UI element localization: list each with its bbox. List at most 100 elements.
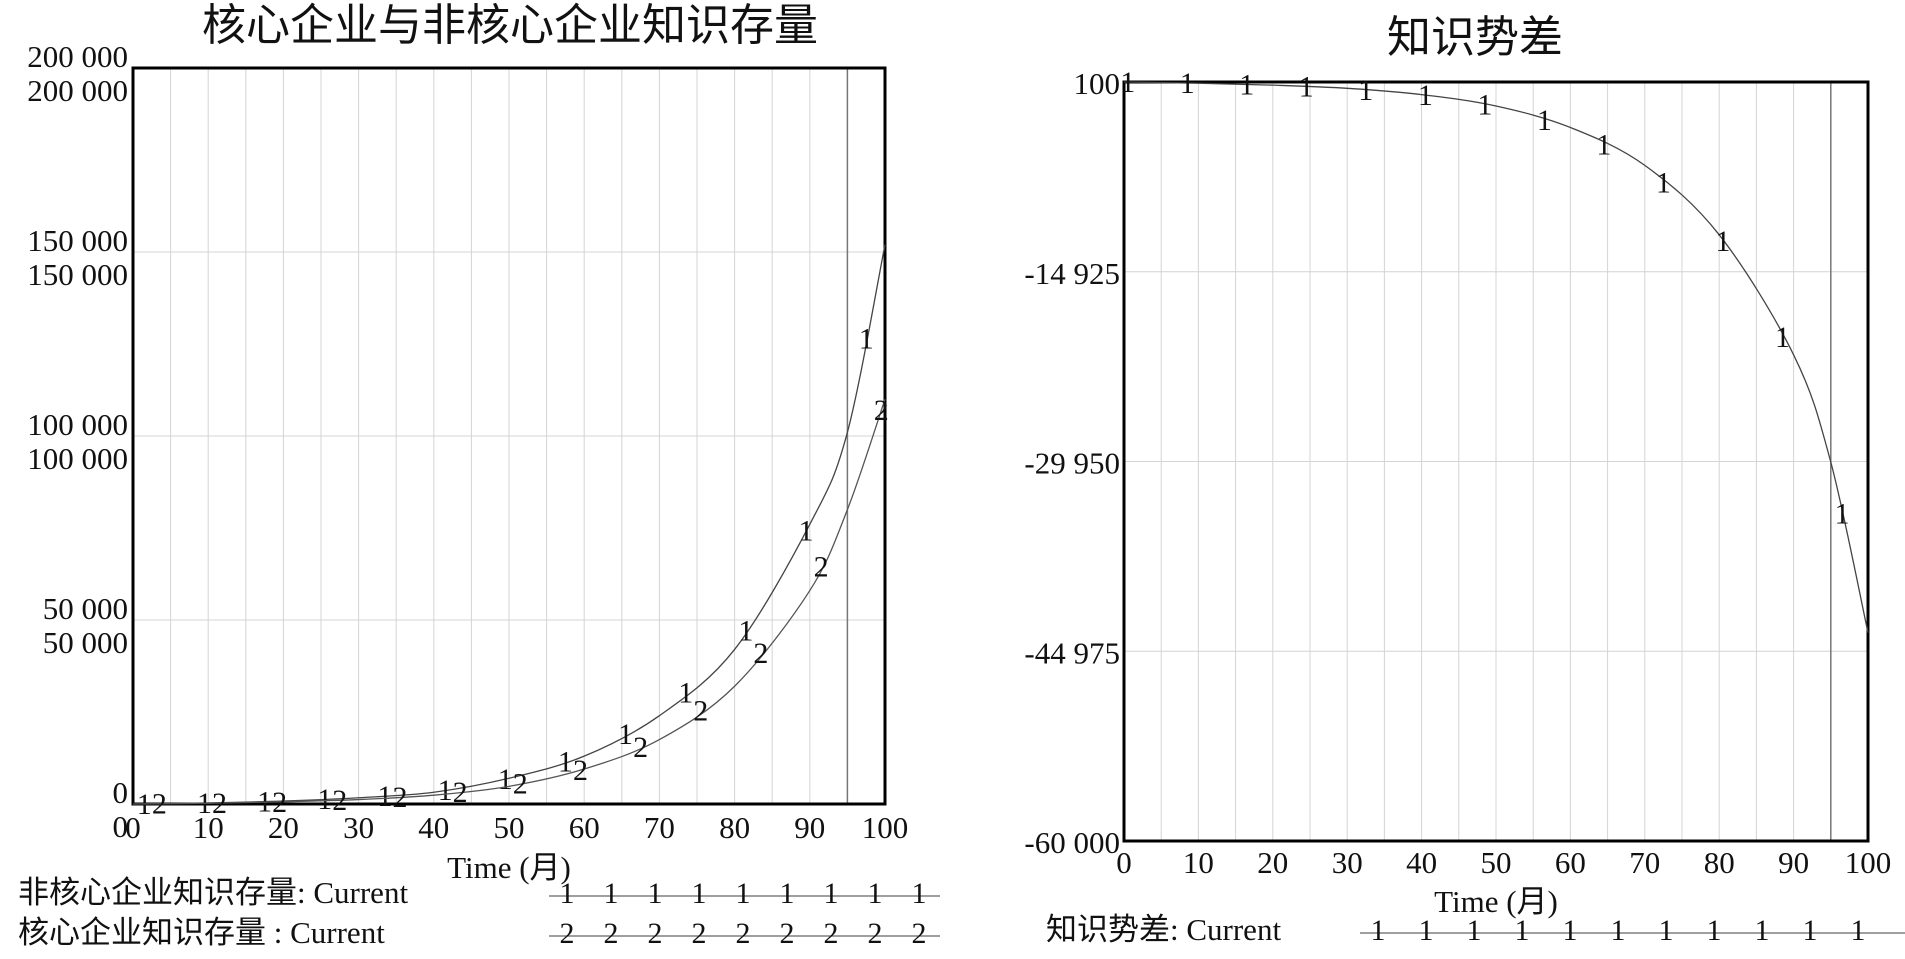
series-marker-2: 2: [332, 784, 347, 817]
legend-label-1: 知识势差: Current: [1046, 912, 1281, 947]
legend-marker-1: 1: [692, 877, 707, 910]
y-tick-label: 200 000: [27, 39, 128, 74]
x-tick-label: 20: [268, 810, 299, 845]
legend-marker-1: 1: [780, 877, 795, 910]
x-tick-label: 50: [494, 810, 525, 845]
x-axis-title: Time (月): [447, 850, 571, 885]
x-tick-label: 80: [1704, 845, 1735, 880]
series-marker-2: 2: [573, 754, 588, 787]
series-line-1: [1123, 81, 1869, 633]
series-marker-1: 1: [799, 515, 814, 548]
series-marker-2: 2: [633, 731, 648, 764]
legend-marker-1: 1: [868, 877, 883, 910]
x-tick-label: 60: [569, 810, 600, 845]
y-tick-label: 150 000: [27, 257, 128, 292]
y-tick-label: -60 000: [1024, 825, 1120, 860]
legend-marker-1: 1: [1659, 914, 1674, 947]
series-marker-1: 1: [1358, 74, 1373, 107]
y-tick-label: 0: [113, 775, 129, 810]
series-marker-1: 1: [1180, 67, 1195, 100]
x-tick-label: 30: [1332, 845, 1363, 880]
legend-label-2: 核心企业知识存量 : Current: [18, 915, 385, 950]
series-marker-2: 2: [753, 637, 768, 670]
x-tick-label: 70: [644, 810, 675, 845]
series-marker-2: 2: [693, 694, 708, 727]
series-marker-2: 2: [453, 776, 468, 809]
x-tick-label: 40: [418, 810, 449, 845]
legend-marker-1: 1: [1707, 914, 1722, 947]
legend-marker-1: 1: [1467, 914, 1482, 947]
y-tick-label: 100 000: [27, 441, 128, 476]
legend-marker-1: 1: [736, 877, 751, 910]
legend-marker-1: 1: [648, 877, 663, 910]
x-tick-label: 10: [193, 810, 224, 845]
y-tick-label: 200 000: [27, 73, 128, 108]
legend-marker-2: 2: [604, 917, 619, 950]
series-marker-2: 2: [814, 550, 829, 583]
series-marker-1: 1: [678, 676, 693, 709]
series-marker-2: 2: [212, 787, 227, 820]
y-tick-label: 50 000: [43, 625, 128, 660]
legend-marker-1: 1: [604, 877, 619, 910]
series-marker-2: 2: [272, 786, 287, 819]
chart-title: 知识势差: [1387, 13, 1563, 62]
legend-marker-2: 2: [560, 917, 575, 950]
x-tick-label: 0: [1116, 845, 1132, 880]
legend-label-1: 非核心企业知识存量: Current: [18, 875, 408, 910]
x-tick-label: 30: [343, 810, 374, 845]
x-tick-label: 90: [1778, 845, 1809, 880]
x-tick-label: 0: [125, 810, 141, 845]
series-marker-2: 2: [513, 768, 528, 801]
y-tick-label: -29 950: [1024, 446, 1120, 481]
series-marker-1: 1: [438, 774, 453, 807]
series-marker-1: 1: [558, 746, 573, 779]
series-marker-1: 1: [1239, 68, 1254, 101]
legend-marker-1: 1: [1563, 914, 1578, 947]
series-marker-2: 2: [874, 394, 889, 427]
series-marker-1: 1: [1120, 66, 1135, 99]
legend-marker-1: 1: [1515, 914, 1530, 947]
series-marker-1: 1: [1715, 225, 1730, 258]
y-tick-label: 100: [1074, 66, 1121, 101]
x-tick-label: 100: [1845, 845, 1892, 880]
x-tick-label: 20: [1257, 845, 1288, 880]
series-marker-1: 1: [317, 783, 332, 816]
y-tick-label: 150 000: [27, 223, 128, 258]
series-line-1: [132, 244, 886, 805]
x-tick-label: 50: [1481, 845, 1512, 880]
legend-marker-2: 2: [736, 917, 751, 950]
legend-marker-2: 2: [648, 917, 663, 950]
x-tick-label: 70: [1629, 845, 1660, 880]
series-marker-1: 1: [1775, 321, 1790, 354]
chart-title: 核心企业与非核心企业知识存量: [202, 1, 818, 50]
x-tick-label: 100: [862, 810, 909, 845]
y-tick-label: -44 975: [1024, 635, 1120, 670]
series-marker-1: 1: [1537, 104, 1552, 137]
series-marker-1: 1: [1656, 167, 1671, 200]
legend-marker-1: 1: [560, 877, 575, 910]
series-marker-1: 1: [1834, 497, 1849, 530]
legend-marker-2: 2: [780, 917, 795, 950]
series-marker-1: 1: [738, 615, 753, 648]
series-marker-1: 1: [618, 718, 633, 751]
series-marker-1: 1: [1418, 79, 1433, 112]
series-marker-2: 2: [152, 788, 167, 821]
x-tick-label: 90: [794, 810, 825, 845]
legend-marker-1: 1: [1851, 914, 1866, 947]
series-marker-2: 2: [392, 781, 407, 814]
legend-marker-2: 2: [692, 917, 707, 950]
series-line-2: [132, 398, 886, 805]
y-tick-label: -14 925: [1024, 256, 1120, 291]
series-marker-1: 1: [498, 763, 513, 796]
legend-marker-2: 2: [824, 917, 839, 950]
series-marker-1: 1: [1596, 129, 1611, 162]
x-tick-label: 60: [1555, 845, 1586, 880]
legend-marker-2: 2: [868, 917, 883, 950]
x-tick-label: 40: [1406, 845, 1437, 880]
y-tick-label: 0: [113, 809, 129, 844]
legend-marker-1: 1: [1419, 914, 1434, 947]
series-marker-1: 1: [1477, 88, 1492, 121]
plot-frame: [1122, 80, 1870, 843]
